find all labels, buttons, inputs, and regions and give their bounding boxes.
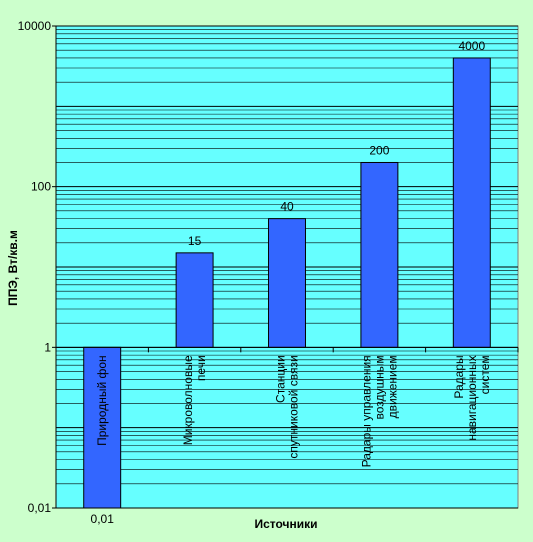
data-labels: 0,01 15 40 200 4000 bbox=[91, 39, 486, 526]
category-label-line: движением bbox=[385, 355, 399, 418]
bar bbox=[175, 252, 214, 348]
category-label-line: Станции bbox=[274, 355, 288, 403]
category-label-line: воздушным bbox=[372, 355, 386, 419]
category-label: Станции спутниковой связи bbox=[274, 355, 301, 458]
category-label: Природный фон bbox=[95, 355, 109, 446]
bar bbox=[268, 218, 306, 348]
bar bbox=[83, 346, 122, 509]
y-tick-label: 100 bbox=[31, 180, 51, 194]
bars bbox=[83, 57, 491, 509]
data-label: 15 bbox=[188, 234, 202, 248]
category-label-line: Природный фон bbox=[95, 355, 109, 446]
bar bbox=[452, 57, 491, 348]
bar bbox=[360, 161, 399, 348]
category-label-line: систем bbox=[478, 355, 492, 394]
category-label: Микроволновые печи bbox=[181, 355, 208, 445]
category-label-line: Микроволновые bbox=[181, 355, 195, 445]
x-axis-title: Источники bbox=[254, 517, 317, 531]
y-axis-title: ППЭ, Вт/кв.м bbox=[6, 230, 20, 306]
y-tick-label: 10000 bbox=[18, 19, 52, 33]
data-label: 4000 bbox=[458, 39, 485, 53]
category-label-line: навигационных bbox=[465, 355, 479, 440]
category-label: Радары навигационных систем bbox=[452, 355, 492, 440]
category-labels: Природный фон Микроволновые печи Станции спу… bbox=[55, 346, 519, 467]
data-label: 40 bbox=[280, 200, 294, 214]
category-label-line: спутниковой связи bbox=[287, 355, 301, 458]
category-label: Радары управления воздушным движением bbox=[359, 355, 399, 467]
category-label-line: Радары управления bbox=[359, 355, 373, 467]
y-tick-label: 0,01 bbox=[28, 501, 52, 515]
category-label-line: Радары bbox=[452, 355, 466, 398]
y-tick-label: 1 bbox=[44, 340, 51, 354]
category-label-line: печи bbox=[194, 355, 208, 381]
data-label: 200 bbox=[369, 143, 389, 157]
y-tick-labels: 0,01 1 100 10000 bbox=[18, 19, 57, 515]
data-label: 0,01 bbox=[91, 512, 115, 526]
